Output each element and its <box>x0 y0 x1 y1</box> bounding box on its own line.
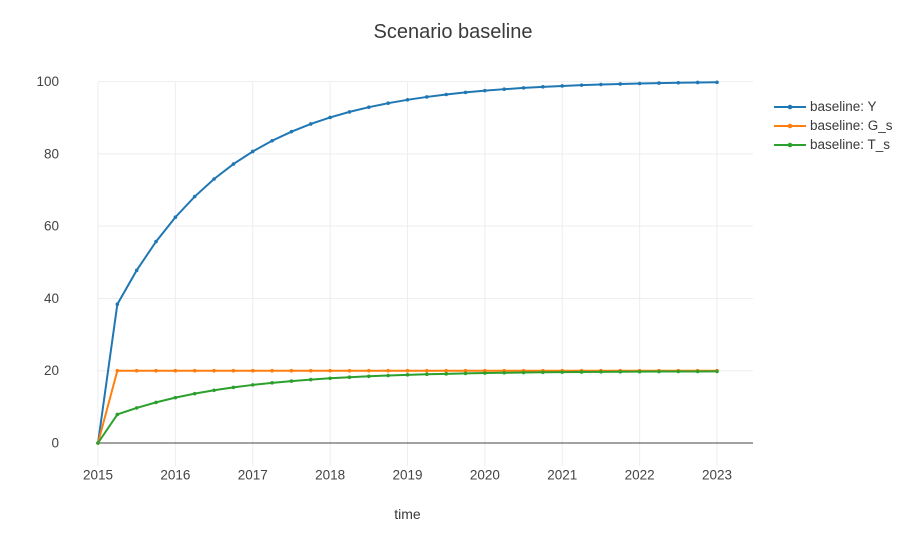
svg-text:2023: 2023 <box>702 468 732 483</box>
svg-text:80: 80 <box>44 146 59 161</box>
svg-text:2020: 2020 <box>470 468 500 483</box>
svg-text:2019: 2019 <box>392 468 422 483</box>
svg-text:2015: 2015 <box>83 468 113 483</box>
svg-text:20: 20 <box>44 363 59 378</box>
svg-text:40: 40 <box>44 291 59 306</box>
svg-text:2016: 2016 <box>160 468 190 483</box>
svg-text:2017: 2017 <box>238 468 268 483</box>
svg-text:60: 60 <box>44 219 59 234</box>
svg-text:2022: 2022 <box>625 468 655 483</box>
svg-text:100: 100 <box>36 74 59 89</box>
svg-text:2021: 2021 <box>547 468 577 483</box>
svg-text:0: 0 <box>51 436 59 451</box>
svg-text:2018: 2018 <box>315 468 345 483</box>
